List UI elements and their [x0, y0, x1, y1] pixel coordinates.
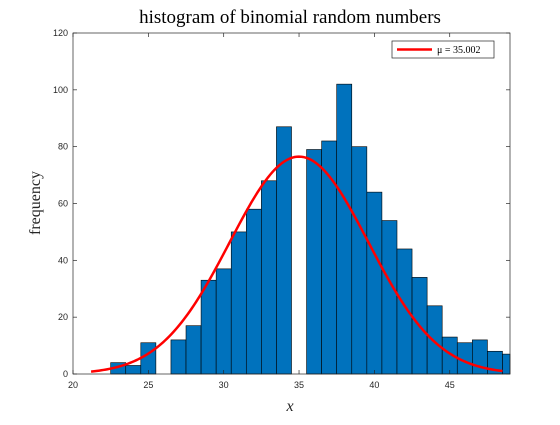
histogram-bar [170, 339, 187, 375]
histogram-bar [200, 279, 217, 375]
legend-label: μ = 35.002 [437, 45, 481, 56]
histogram-bars [110, 83, 511, 375]
histogram-bar [230, 231, 247, 375]
histogram-bar [185, 325, 202, 375]
y-tick-label: 120 [53, 28, 68, 38]
y-tick-label: 20 [58, 312, 68, 322]
y-tick-label: 40 [58, 255, 68, 265]
histogram-bar [502, 353, 511, 375]
y-tick-label: 0 [63, 369, 68, 379]
x-tick-label: 35 [294, 380, 304, 390]
x-tick-label: 20 [68, 380, 78, 390]
x-tick-label: 25 [143, 380, 153, 390]
histogram-bar [261, 180, 277, 375]
histogram-bar [381, 220, 398, 375]
fit-curve [90, 155, 503, 373]
histogram-bar [351, 146, 368, 375]
histogram-bar [125, 365, 142, 375]
histogram-bar [140, 342, 157, 375]
histogram-bar [426, 305, 443, 375]
x-tick-label: 40 [369, 380, 379, 390]
histogram-bar [276, 126, 292, 375]
legend-box [391, 40, 495, 59]
x-axis-ticks: 20 25 30 35 40 45 [68, 33, 455, 390]
y-axis-ticks: 0 20 40 60 80 100 120 [53, 28, 510, 379]
histogram-bar [245, 208, 262, 375]
histogram-bar [336, 83, 353, 375]
chart-title: histogram of binomial random numbers [139, 7, 441, 28]
y-axis-label: frequency [27, 171, 44, 235]
x-tick-label: 45 [445, 380, 455, 390]
histogram-bar [366, 191, 383, 375]
y-tick-label: 80 [58, 142, 68, 152]
y-tick-label: 60 [58, 199, 68, 209]
x-axis-label: x [285, 398, 293, 415]
legend: μ = 35.002 [391, 40, 495, 59]
histogram-bar [306, 149, 322, 375]
y-tick-label: 100 [53, 85, 68, 95]
histogram-bar [215, 268, 232, 375]
x-tick-label: 30 [219, 380, 229, 390]
